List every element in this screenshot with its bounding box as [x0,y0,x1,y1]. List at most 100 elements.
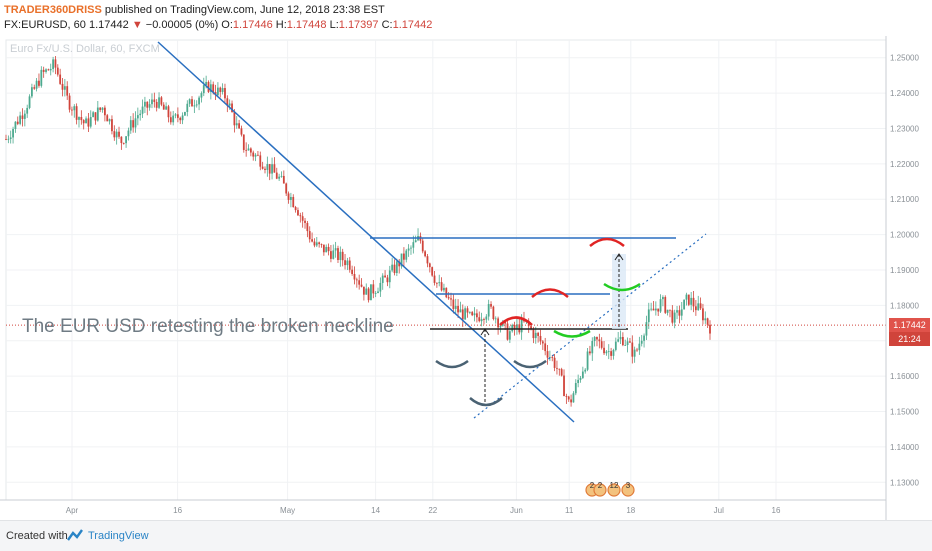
event-marker-label: 2 [598,481,603,490]
candle-body [289,196,292,200]
candle-body [353,273,356,280]
candle-body [176,114,179,118]
chart-title: Euro Fx/U.S. Dollar, 60, FXCM [10,43,160,55]
candle-body [120,136,123,144]
candle-body [513,324,516,330]
candle-body [151,99,153,105]
candle-body [12,128,14,138]
candle-body [643,335,645,341]
candle-body [577,379,580,384]
candle-body [172,115,175,123]
candle-body [165,106,168,110]
candle-body [146,101,149,108]
candle-body [570,399,572,403]
candle-body [28,96,31,108]
candle-body [654,308,657,311]
red-arc-1 [499,316,533,326]
price-chart[interactable]: Euro Fx/U.S. Dollar, 60, FXCM 2 2 12 3 1.25… [0,36,932,520]
candle-body [103,107,106,116]
candle-body [7,138,10,140]
candle-body [629,341,631,343]
candle-body [424,251,427,257]
candle-body [188,99,191,104]
candle-body [563,375,565,397]
candle-body [626,341,629,345]
y-tick-label: 1.25000 [890,54,919,63]
candle-body [358,280,361,285]
candle-body [68,95,71,110]
candle-body [659,299,662,312]
candle-body [30,87,33,97]
candle-body [636,349,638,351]
candle-body [431,267,434,276]
candle-body [605,351,608,354]
high-label: H: [275,19,287,31]
candle-body [603,347,605,354]
candle-body [228,103,231,106]
x-tick-label: Jul [714,506,724,515]
candle-body [169,117,172,123]
candle-body [266,164,269,170]
candle-body [23,113,26,119]
candle-body [304,220,306,223]
candle-body [344,260,346,266]
candle-body [184,111,186,116]
candle-body [669,309,671,311]
candle-body [139,113,142,116]
close-label: C: [381,19,393,31]
candle-body [666,309,669,313]
candle-body [537,332,540,336]
candle-body [694,306,697,311]
candle-body [61,83,64,90]
candle-body [252,152,255,157]
y-tick-label: 1.19000 [890,266,919,275]
author-link[interactable]: TRADER360DRISS [4,4,102,16]
head-arc [469,397,503,407]
event-marker-icon [593,483,607,497]
candle-body [619,336,622,340]
candle-body [181,115,184,121]
x-tick-label: 11 [565,506,574,515]
candle-body [551,357,554,358]
candle-body [426,256,429,264]
y-tick-label: 1.18000 [890,301,919,310]
candle-body [202,85,205,94]
candle-body [148,104,151,108]
tradingview-brand-link[interactable]: TradingView [88,530,149,542]
candle-body [702,308,704,321]
y-tick-label: 1.15000 [890,408,919,417]
candle-body [631,342,634,357]
x-tick-label: 22 [428,506,437,515]
candle-body [377,291,379,294]
candle-body [174,114,177,116]
candle-body [301,216,304,221]
candle-body [433,275,436,283]
right-shoulder-arc [513,359,547,369]
candle-body [47,69,50,71]
candle-body [388,270,391,283]
y-tick-label: 1.23000 [890,124,919,133]
candle-body [351,269,354,274]
candle-body [242,134,245,150]
candle-body [403,253,405,260]
candle-body [341,251,344,261]
candle-body [532,329,535,339]
candle-body [153,99,156,102]
candle-body [275,172,278,179]
candle-body [233,112,236,126]
candle-body [511,324,514,332]
low-label: L: [329,19,339,31]
y-tick-label: 1.22000 [890,160,919,169]
candle-body [370,284,372,301]
candle-body [407,248,410,251]
candle-body [52,59,54,69]
candle-body [584,369,587,372]
candle-body [334,248,337,251]
candle-body [706,318,709,325]
candle-body [412,242,415,248]
chart-area[interactable]: Euro Fx/U.S. Dollar, 60, FXCM 2 2 12 3 1.25… [0,36,932,520]
candle-body [49,68,52,71]
candle-body [497,318,499,328]
candle-body [217,87,219,96]
candle-body [271,164,273,174]
